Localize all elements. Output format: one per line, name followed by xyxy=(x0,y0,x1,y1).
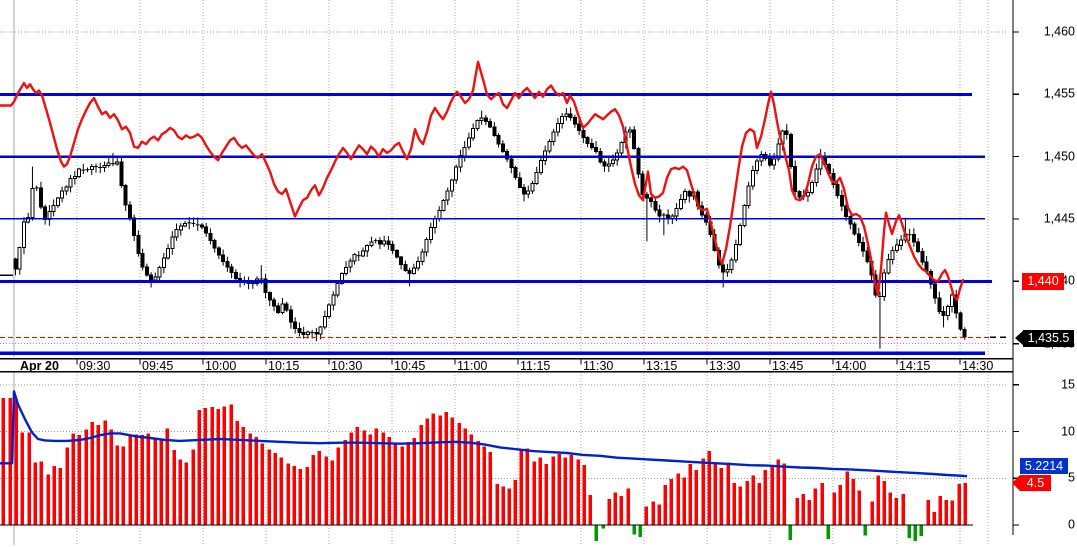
volume-last-value-tag: 4.5 xyxy=(1012,475,1051,491)
x-axis-time-label: 09:45 xyxy=(142,359,174,373)
x-axis-time-label: 11:30 xyxy=(583,359,614,373)
overlay-index-line xyxy=(0,60,965,302)
x-axis-time-label: 14:15 xyxy=(899,359,931,373)
price-axis-label: 1,460 xyxy=(1043,24,1075,39)
tag-arrow-left-icon xyxy=(1015,330,1024,346)
x-axis-date-label: Apr 20 xyxy=(20,359,59,373)
volume-tag-text: 4.5 xyxy=(1026,476,1045,490)
volume-axis-label: 5 xyxy=(1068,470,1075,485)
x-axis-time-label: 10:30 xyxy=(331,359,363,373)
x-axis-time-label: 14:30 xyxy=(962,359,994,373)
x-axis-time-label: 14:00 xyxy=(835,359,867,373)
x-axis-time-label: 13:30 xyxy=(709,359,741,373)
candlestick-series xyxy=(13,107,967,349)
last-price-tag-text: 1,435.5 xyxy=(1027,331,1070,345)
price-axis-label: 1,445 xyxy=(1043,211,1075,226)
x-axis-time-label: 10:00 xyxy=(205,359,237,373)
volume-axis-label: 10 xyxy=(1061,424,1075,439)
volume-axis-label: 0 xyxy=(1068,517,1075,532)
x-axis-time-label: 09:30 xyxy=(79,359,111,373)
red-line-last-value-tag: 1,440 xyxy=(1022,273,1064,290)
volume-ma-line xyxy=(0,390,968,478)
x-axis-time-label: 10:15 xyxy=(268,359,300,373)
price-axis-label: 1,450 xyxy=(1043,149,1075,164)
x-axis-time-label: 13:15 xyxy=(646,359,678,373)
x-axis-time-label: 11:15 xyxy=(520,359,551,373)
tag-arrow-left-icon xyxy=(1012,475,1020,491)
last-price-tag: 1,435.5 xyxy=(1015,330,1074,347)
x-axis-time-label: 13:45 xyxy=(772,359,804,373)
x-axis-time-label: 10:45 xyxy=(394,359,426,373)
volume-axis-label: 15 xyxy=(1061,377,1075,392)
volume-bar-series xyxy=(1,397,967,541)
x-axis-time-label: 11:00 xyxy=(457,359,488,373)
volume-ma-value-tag: 5.2214 xyxy=(1020,458,1068,474)
price-axis-label: 1,455 xyxy=(1043,86,1075,101)
